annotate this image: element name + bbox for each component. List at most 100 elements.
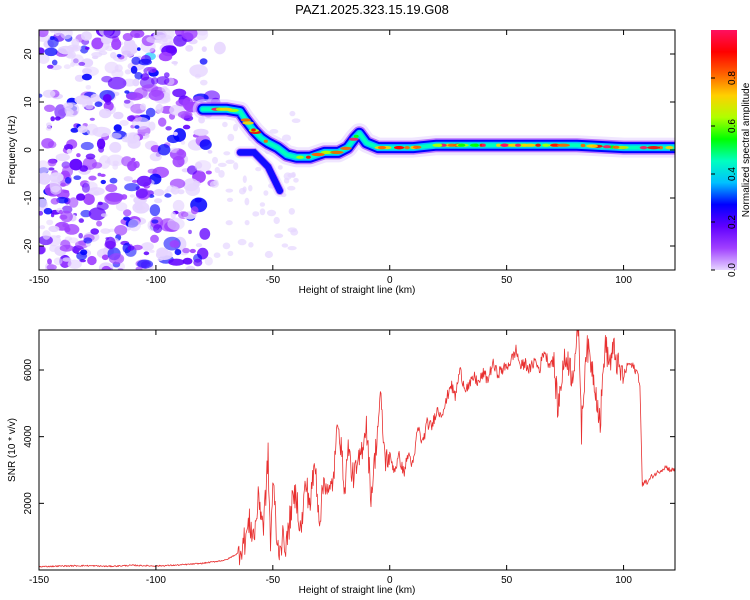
colorbar-tick-label: 0.8: [727, 71, 738, 85]
noise-blob: [39, 53, 50, 64]
noise-blob: [124, 69, 132, 75]
noise-blob: [109, 141, 122, 153]
noise-blob: [89, 117, 95, 121]
x-tick-label: -150: [29, 275, 49, 286]
noise-blob: [90, 93, 100, 103]
ridge-hotspot: [263, 139, 268, 143]
noise-blob: [134, 72, 143, 80]
noise-blob: [132, 244, 143, 251]
noise-blob: [172, 88, 187, 98]
noise-blob: [73, 175, 82, 180]
noise-blob: [47, 64, 54, 69]
noise-blob: [173, 131, 178, 136]
noise-blob: [188, 229, 192, 235]
snr-panel: -150 -100 -50 0 50 100 2000 4000 6000 Height of…: [7, 329, 676, 596]
noise-blob: [67, 259, 82, 269]
noise-blob: [153, 189, 165, 196]
noise-blob: [39, 93, 43, 98]
noise-blob: [50, 185, 62, 195]
ridge-hotspot: [242, 121, 254, 125]
x-tick-label: 50: [501, 275, 513, 286]
noise-blob: [135, 266, 143, 270]
ridge-hotspot: [580, 143, 586, 148]
noise-blob: [63, 64, 71, 70]
noise-blob: [47, 36, 59, 48]
ridge-hotspot: [312, 152, 325, 157]
noise-blob: [101, 265, 112, 270]
noise-blob: [180, 211, 189, 217]
noise-blob: [53, 257, 63, 266]
noise-blob: [199, 139, 212, 150]
noise-blob: [201, 46, 207, 52]
noise-blob: [110, 52, 117, 59]
noise-blob: [96, 220, 103, 227]
noise-blob: [66, 148, 73, 154]
noise-blob: [266, 209, 277, 217]
noise-blob: [291, 118, 301, 123]
noise-blob: [45, 126, 52, 131]
ridge-hotspot: [522, 143, 528, 147]
noise-blob: [81, 73, 92, 81]
ridge-hotspot: [647, 146, 660, 150]
noise-blob: [51, 59, 58, 66]
colorbar-gradient: [711, 30, 737, 270]
noise-blob: [85, 85, 92, 90]
noise-blob: [100, 179, 107, 185]
noise-blob: [42, 230, 51, 240]
ridge-hotspot: [404, 146, 410, 150]
ridge-hotspot: [353, 134, 359, 138]
noise-blob: [172, 199, 185, 212]
y-tick-label: 2000: [23, 492, 34, 515]
noise-blob: [128, 218, 141, 232]
noise-blob: [60, 210, 73, 223]
noise-blob: [152, 68, 157, 73]
noise-blob: [74, 95, 92, 105]
noise-blob: [277, 165, 283, 170]
ridge-hotspot: [612, 145, 620, 149]
noise-blob: [71, 38, 80, 48]
ridge-hotspot: [251, 128, 256, 132]
noise-blob: [287, 246, 297, 251]
noise-blob: [68, 197, 79, 208]
noise-blob: [132, 78, 140, 87]
noise-blob: [127, 245, 135, 251]
noise-blob: [91, 162, 103, 169]
noise-blob: [92, 126, 111, 138]
noise-blob: [97, 201, 103, 206]
noise-blob: [185, 265, 196, 270]
noise-blob: [174, 249, 182, 256]
noise-blob: [123, 209, 132, 217]
noise-blob: [85, 46, 90, 50]
noise-blob: [50, 116, 55, 122]
noise-blob: [122, 242, 132, 254]
noise-blob: [121, 44, 136, 58]
noise-blob: [193, 258, 203, 267]
ridge-hotspot: [458, 143, 466, 147]
noise-blob: [281, 134, 292, 142]
noise-blob: [139, 103, 147, 111]
noise-blob: [43, 207, 53, 215]
noise-blob: [44, 47, 58, 57]
noise-blob: [291, 171, 296, 178]
y-tick-label: -10: [23, 190, 34, 205]
noise-blob: [108, 228, 116, 232]
noise-blob: [244, 220, 250, 226]
noise-blob: [165, 45, 177, 54]
noise-blob: [131, 56, 141, 65]
noise-blob: [100, 228, 111, 234]
noise-blob: [293, 177, 299, 183]
noise-blob: [141, 84, 159, 92]
noise-blob: [222, 242, 231, 250]
noise-blob: [100, 173, 106, 177]
noise-blob: [64, 177, 72, 184]
noise-blob: [136, 175, 152, 187]
noise-blob: [63, 102, 74, 110]
colorbar-ticks: 0.0 0.2 0.4 0.6 0.8: [711, 71, 738, 277]
noise-blob: [147, 168, 158, 174]
colorbar-tick-label: 0.0: [727, 263, 738, 277]
noise-blob: [233, 162, 239, 170]
noise-blob: [181, 30, 198, 40]
noise-blob: [50, 30, 55, 33]
noise-blob: [244, 197, 250, 206]
noise-blob: [39, 160, 50, 174]
